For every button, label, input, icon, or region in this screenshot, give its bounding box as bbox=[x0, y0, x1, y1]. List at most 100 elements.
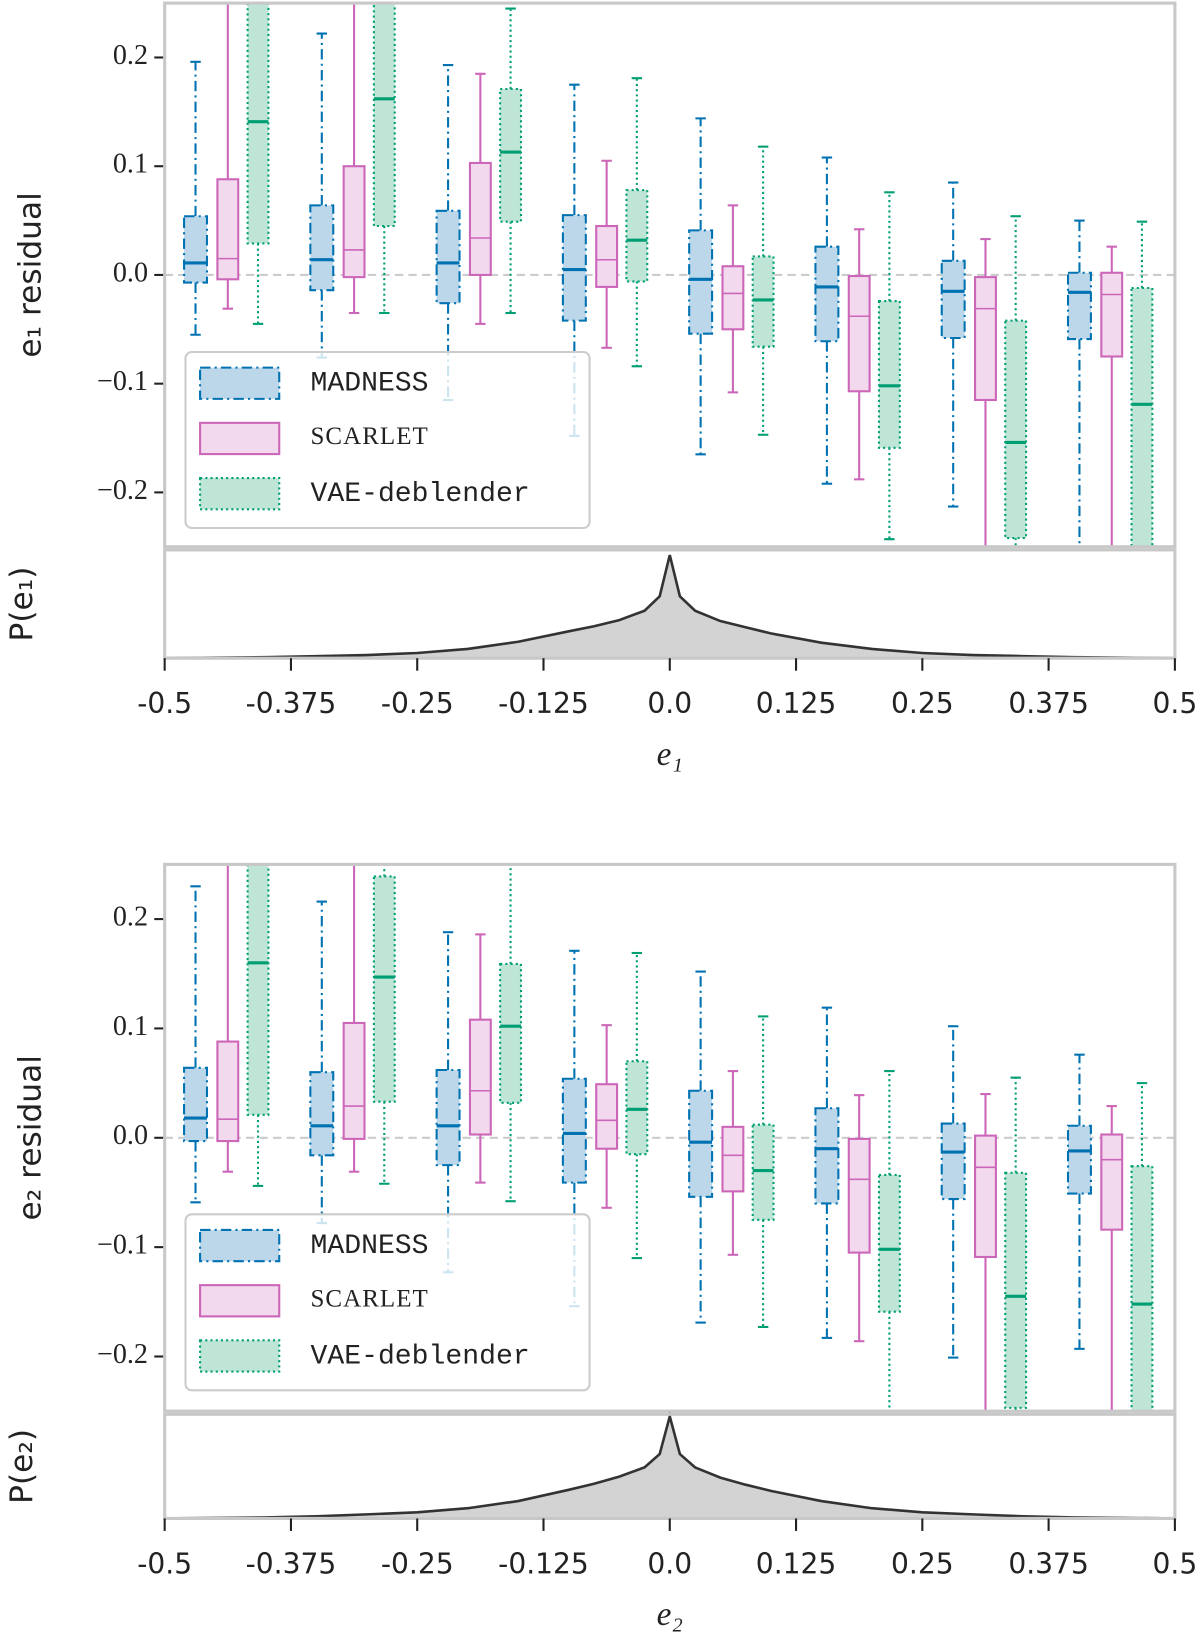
x-axis-label: e₁ bbox=[657, 736, 683, 773]
box bbox=[216, 178, 240, 281]
box bbox=[877, 299, 901, 449]
y-tick-label: −0.1 bbox=[97, 1230, 148, 1261]
x-tick-label: -0.5 bbox=[137, 687, 192, 720]
legend-box bbox=[184, 350, 591, 530]
box bbox=[468, 161, 492, 276]
density-line bbox=[164, 554, 1175, 660]
box bbox=[847, 1137, 871, 1254]
box bbox=[435, 209, 461, 305]
box bbox=[751, 255, 775, 348]
box bbox=[940, 259, 966, 340]
x-tick-label: -0.25 bbox=[381, 687, 454, 720]
x-tick-label: -0.125 bbox=[498, 687, 589, 720]
legend-label: VAE-deblender bbox=[310, 479, 529, 510]
x-tick-label: 0.375 bbox=[1008, 1547, 1088, 1580]
box bbox=[974, 1134, 997, 1259]
x-tick-label: 0.5 bbox=[1153, 687, 1198, 720]
box bbox=[183, 215, 209, 284]
x-tick-label: 0.25 bbox=[891, 1547, 954, 1580]
box bbox=[1066, 271, 1092, 341]
y-tick-label: 0.1 bbox=[113, 1011, 148, 1042]
x-tick-label: 0.5 bbox=[1153, 1547, 1198, 1580]
density-line bbox=[164, 1411, 1175, 1520]
plot-area bbox=[164, 3, 1175, 547]
box bbox=[751, 1123, 775, 1221]
legend-swatch bbox=[199, 1228, 281, 1263]
legend-label: MADNESS bbox=[310, 1231, 428, 1262]
y-tick-label: 0.0 bbox=[113, 1120, 148, 1151]
y-tick-label: −0.2 bbox=[97, 1339, 148, 1370]
x-tick-label: -0.125 bbox=[498, 1547, 589, 1580]
box bbox=[246, 864, 270, 1116]
box bbox=[688, 1089, 714, 1198]
legend-swatch bbox=[199, 366, 281, 400]
x-tick-label: 0.0 bbox=[647, 687, 692, 720]
legend-label: MADNESS bbox=[310, 369, 428, 400]
x-tick-label: 0.0 bbox=[647, 1547, 692, 1580]
box bbox=[625, 1060, 649, 1156]
box bbox=[974, 276, 997, 402]
x-tick-label: 0.125 bbox=[756, 687, 836, 720]
x-tick-label: -0.25 bbox=[381, 1547, 454, 1580]
x-axis-label: e₂ bbox=[657, 1596, 683, 1633]
legend-label: VAE-deblender bbox=[310, 1341, 529, 1372]
x-tick-label: -0.375 bbox=[246, 687, 337, 720]
legend-label: SCARLET bbox=[310, 1286, 428, 1313]
box bbox=[435, 1068, 461, 1167]
box bbox=[688, 229, 714, 335]
box bbox=[342, 165, 366, 279]
box bbox=[342, 1021, 366, 1140]
box bbox=[877, 1173, 901, 1313]
frame bbox=[163, 862, 1177, 1413]
y-axis-label: P(e₂) bbox=[4, 1429, 40, 1504]
box bbox=[940, 1122, 966, 1201]
y-tick-label: 0.2 bbox=[113, 40, 148, 71]
box bbox=[1100, 271, 1124, 358]
box bbox=[372, 875, 396, 1103]
box bbox=[499, 87, 523, 223]
box bbox=[309, 204, 335, 292]
frame bbox=[163, 1, 1177, 549]
box bbox=[1130, 286, 1154, 547]
y-axis-label: e₂ residual bbox=[12, 1055, 48, 1220]
box bbox=[814, 245, 840, 343]
box bbox=[625, 189, 649, 283]
box bbox=[372, 3, 396, 228]
box bbox=[814, 1107, 840, 1205]
y-axis-label: e₁ residual bbox=[12, 192, 48, 357]
box bbox=[847, 274, 871, 393]
legend-swatch bbox=[199, 421, 281, 456]
box bbox=[1004, 319, 1028, 540]
plot-area bbox=[164, 864, 1175, 1412]
y-tick-label: −0.1 bbox=[97, 366, 148, 397]
y-tick-label: 0.1 bbox=[113, 149, 148, 180]
box bbox=[1004, 1171, 1028, 1409]
box bbox=[561, 1077, 587, 1184]
box bbox=[468, 1018, 492, 1136]
box bbox=[216, 1040, 240, 1143]
legend-swatch bbox=[199, 476, 281, 511]
box bbox=[499, 962, 523, 1104]
x-tick-label: 0.125 bbox=[756, 1547, 836, 1580]
box bbox=[183, 1066, 209, 1143]
x-tick-label: -0.5 bbox=[137, 1547, 192, 1580]
box bbox=[1130, 1165, 1154, 1412]
legend-box bbox=[184, 1213, 591, 1392]
box bbox=[595, 1083, 619, 1150]
density-fill bbox=[164, 1416, 1175, 1519]
y-tick-label: 0.0 bbox=[113, 257, 148, 288]
box bbox=[561, 214, 587, 322]
y-axis-label: P(e₁) bbox=[4, 567, 40, 642]
legend-label: SCARLET bbox=[310, 423, 428, 450]
x-tick-label: 0.375 bbox=[1008, 687, 1088, 720]
x-tick-label: -0.375 bbox=[246, 1547, 337, 1580]
box bbox=[595, 224, 619, 288]
legend-swatch bbox=[199, 1339, 281, 1373]
box bbox=[309, 1071, 335, 1157]
y-tick-label: 0.2 bbox=[113, 902, 148, 933]
legend-swatch bbox=[199, 1284, 281, 1318]
box bbox=[246, 3, 270, 245]
box bbox=[721, 265, 745, 331]
box bbox=[721, 1125, 745, 1193]
